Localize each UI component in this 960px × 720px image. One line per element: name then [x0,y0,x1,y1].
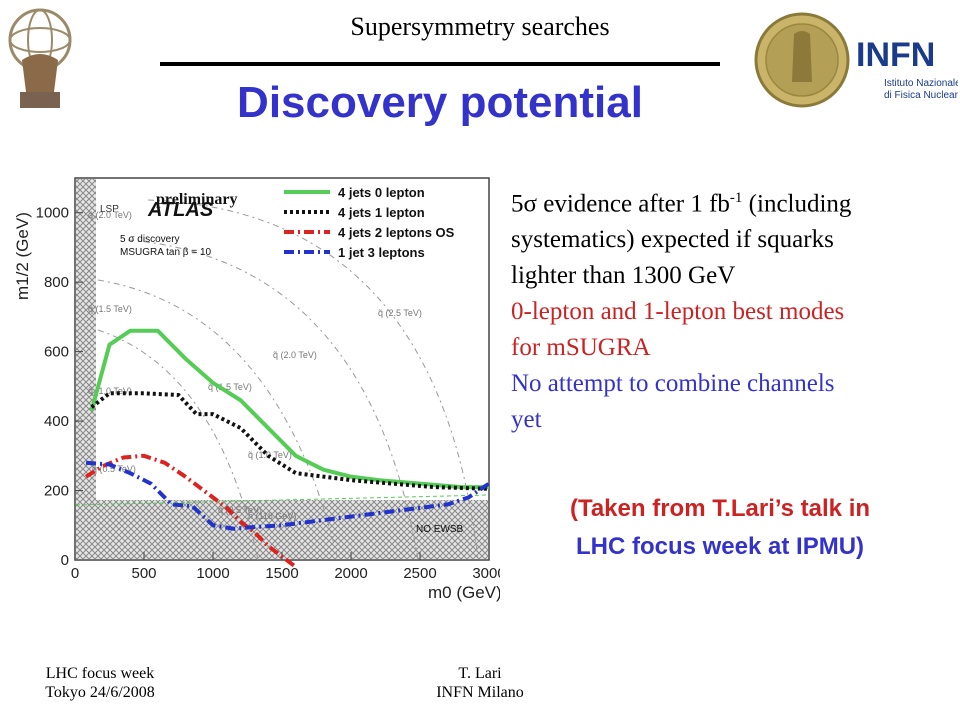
y-tick-label: 600 [44,344,69,361]
contour-label: q̃ (1.0 TeV) [88,386,132,396]
legend-label: 4 jets 0 lepton [338,185,425,200]
x-tick-label: 2000 [334,565,367,582]
legend-label: 4 jets 2 leptons OS [338,225,455,240]
no-ewsb-label: NO EWSB [416,524,464,535]
infn-subtext-2: di Fisica Nucleare [884,90,958,101]
footer-right-line-1: T. Lari [458,665,502,682]
x-tick-label: 0 [71,565,79,582]
bullet-3-line-1: No attempt to combine channels [511,370,835,398]
source-note-line-1: (Taken from T.Lari’s talk in [569,495,871,522]
annotation-discovery: 5 σ discovery [120,234,180,245]
bullet-2-line-2: for mSUGRA [511,334,651,362]
contour-label: q̃ (1.5 TeV) [208,382,252,392]
y-tick-label: 0 [61,552,69,569]
atlas-emblem-logo [8,8,72,108]
bullet-text-block: 5σ evidence after 1 fb-1 (including syst… [511,180,951,438]
contour-label: q̃ (2.5 TeV) [378,308,422,318]
squark-gluino-contours [75,199,489,561]
legend-label: 4 jets 1 lepton [338,205,425,220]
y-tick-label: 200 [44,483,69,500]
footer-left-line-1: LHC focus week [45,665,155,682]
atlas-label: ATLAS [147,199,214,221]
infn-logo-text: INFN [856,36,935,74]
y-axis-title: m1/2 (GeV) [13,212,32,300]
contour-label: q̃ (2.0 TeV) [88,210,132,220]
contour-label: q̃ (0.5 TeV) [218,505,262,515]
bullet-1-line-3: lighter than 1300 GeV [511,262,736,290]
source-note-line-2: LHC focus week at IPMU) [575,533,865,560]
header-rule [160,62,720,66]
series-line-3 [84,453,298,569]
plot-legend: 4 jets 0 lepton 4 jets 1 lepton 4 jets 2 l… [284,185,455,260]
x-axis-title: m0 (GeV) [428,583,500,602]
series-line-4 [85,460,491,531]
y-tick-label: 1000 [36,205,69,222]
contour-label: h (118 GeV) [248,511,296,521]
bullet-2-line-1: 0-lepton and 1-lepton best modes [511,298,845,326]
series-line-1 [89,328,489,490]
footer-left-line-2: Tokyo 24/6/2008 [45,684,155,701]
contour-label: q̃ (1.5 TeV) [88,304,132,314]
slide-title: Discovery potential [237,78,643,127]
infn-subtext-1: Istituto Nazionale [884,78,958,89]
x-tick-label: 1500 [265,565,298,582]
y-tick-label: 800 [44,274,69,291]
series-line-2 [90,391,490,491]
contour-label: q̃ (2.0 TeV) [273,350,317,360]
bullet-1-line-2: systematics) expected if squarks [511,226,834,254]
x-tick-label: 1000 [196,565,229,582]
preliminary-label: preliminary [156,191,237,208]
lsp-label: LSP [100,204,119,215]
y-tick-label: 400 [44,413,69,430]
x-tick-label: 2500 [403,565,436,582]
footer-right: T. Lari INFN Milano [380,664,580,702]
footer-left: LHC focus week Tokyo 24/6/2008 [20,664,180,702]
infn-logo: INFN Istituto Nazionale di Fisica Nuclea… [754,12,958,108]
bullet-1-line-1: 5σ evidence after 1 fb-1 (including [511,190,852,218]
header-title: Supersymmetry searches [350,12,610,41]
bullet-3-line-2: yet [511,406,542,434]
legend-label: 1 jet 3 leptons [338,245,425,260]
annotation-msugra: MSUGRA tan β = 10 [120,247,212,258]
footer-right-line-2: INFN Milano [436,684,524,701]
discovery-potential-plot: q̃ (2.0 TeV) q̃ (2.5 TeV) q̃ (2.0 TeV) q̃ (… [13,177,500,602]
x-tick-label: 500 [131,565,156,582]
contour-label: q̃ (0.5 TeV) [92,464,136,474]
source-note: (Taken from T.Lari’s talk in LHC focus w… [505,490,935,566]
